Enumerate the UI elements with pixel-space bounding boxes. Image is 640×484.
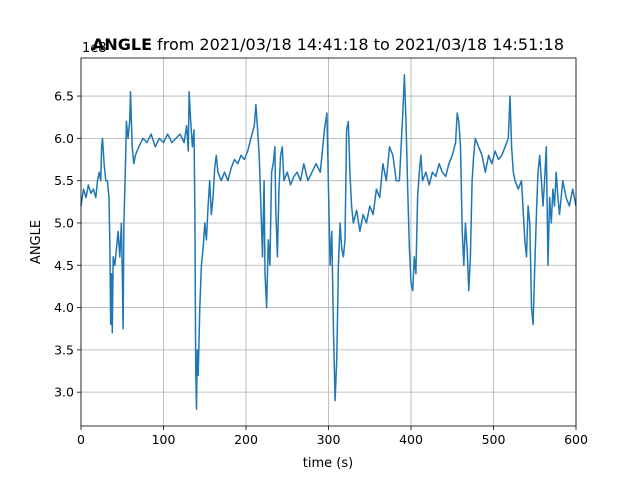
- y-tick-label: 5.5: [54, 173, 74, 188]
- y-tick-label: 6.5: [54, 89, 74, 104]
- title-variable: ANGLE: [92, 35, 152, 54]
- x-tick-label: 500: [482, 432, 506, 447]
- x-tick-label: 100: [152, 432, 176, 447]
- y-tick-label: 5.0: [54, 215, 74, 230]
- x-tick-label: 0: [77, 432, 85, 447]
- y-tick-label: 4.0: [54, 300, 74, 315]
- plot-frame: [80, 57, 577, 427]
- x-tick-label: 600: [564, 432, 588, 447]
- x-axis-label: time (s): [303, 456, 353, 471]
- chart-title: ANGLE from 2021/03/18 14:41:18 to 2021/0…: [92, 35, 564, 54]
- y-tick-label: 3.0: [54, 385, 74, 400]
- x-tick-label: 200: [234, 432, 258, 447]
- x-tick-label: 300: [317, 432, 341, 447]
- y-axis-label: ANGLE: [29, 220, 44, 264]
- data-line: [80, 74, 577, 410]
- y-tick-label: 4.5: [54, 258, 74, 273]
- y-tick-label: 6.0: [54, 131, 74, 146]
- x-tick-label: 400: [399, 432, 423, 447]
- y-offset-label: 1e8: [82, 41, 107, 56]
- title-range: from 2021/03/18 14:41:18 to 2021/03/18 1…: [157, 35, 564, 54]
- y-tick-label: 3.5: [54, 342, 74, 357]
